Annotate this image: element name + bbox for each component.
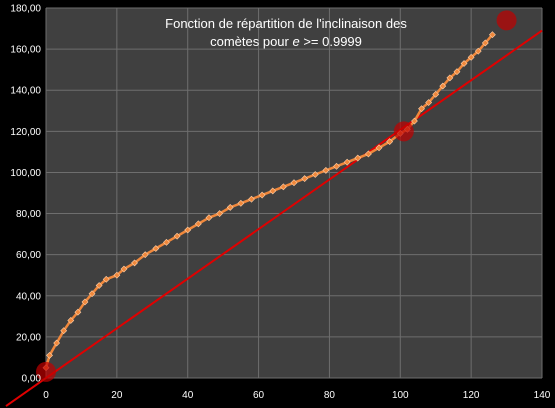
x-tick-label: 140 [534, 390, 551, 401]
y-tick-label: 180,00 [10, 4, 41, 15]
data-point [60, 327, 68, 335]
x-tick-label: 20 [111, 390, 123, 401]
data-point [301, 175, 309, 183]
chart-title-suffix: >= 0.9999 [300, 34, 362, 49]
data-point [333, 162, 340, 170]
data-point [258, 191, 266, 199]
data-point [226, 203, 234, 211]
data-point [67, 317, 75, 324]
data-point [81, 298, 89, 306]
data-point [279, 183, 287, 191]
data-point [439, 82, 447, 90]
x-tick-label: 60 [253, 390, 265, 401]
y-tick-label: 80,00 [16, 209, 41, 220]
data-point [102, 275, 110, 283]
data-point [46, 351, 53, 359]
x-tick-label: 120 [463, 390, 480, 401]
highlight-point [393, 121, 414, 142]
data-point [425, 99, 433, 106]
data-point [290, 179, 298, 187]
data-point [205, 214, 213, 222]
y-tick-label: 20,00 [16, 332, 41, 343]
data-point [418, 105, 425, 113]
data-point [184, 226, 192, 234]
data-point [311, 171, 319, 178]
data-point [322, 166, 330, 174]
data-point [386, 138, 394, 146]
gridlines [45, 7, 543, 379]
y-tick-label: 40,00 [16, 291, 41, 302]
chart-title-variable: e [292, 34, 299, 49]
data-point [411, 117, 418, 125]
data-point [53, 339, 61, 347]
chart-title-line1: Fonction de répartition de l'inclinaison… [165, 16, 407, 31]
highlight-point [496, 10, 517, 31]
reference-line-layer [5, 29, 543, 407]
data-point [194, 220, 202, 228]
highlight-layer [36, 10, 517, 382]
highlight-point [36, 361, 56, 382]
data-point [74, 308, 82, 316]
data-point [481, 39, 489, 47]
data-point [131, 259, 138, 267]
data-point [141, 251, 149, 259]
data-point [113, 271, 121, 279]
data-point [460, 60, 468, 67]
data-point [152, 245, 160, 252]
chart-title-prefix: comètes pour [210, 34, 292, 49]
data-point [446, 74, 454, 82]
data-point [173, 232, 181, 240]
data-point [88, 290, 96, 298]
data-point [163, 238, 170, 246]
data-point [120, 265, 128, 273]
data-point [216, 210, 224, 217]
x-tick-label: 100 [392, 390, 409, 401]
axis-labels: 0,00 20,00 40,00 60,00 80,00 100,00 120,00 140,… [10, 4, 550, 402]
data-point [453, 68, 461, 76]
data-point [432, 90, 440, 98]
y-tick-label: 0,00 [22, 374, 42, 385]
y-tick-label: 140,00 [10, 86, 41, 97]
data-point [269, 187, 277, 195]
y-tick-label: 120,00 [10, 127, 41, 138]
data-point [354, 154, 362, 162]
y-tick-label: 160,00 [10, 45, 41, 56]
data-point [375, 144, 383, 152]
x-tick-label: 40 [182, 390, 194, 401]
y-tick-label: 60,00 [16, 250, 41, 261]
y-tick-label: 100,00 [10, 168, 41, 179]
reference-line [5, 29, 543, 407]
data-point [343, 158, 351, 166]
x-tick-label: 80 [324, 390, 336, 401]
data-point [237, 199, 245, 207]
data-point [364, 150, 372, 158]
plot-area [46, 8, 542, 378]
data-point [95, 282, 103, 289]
data-point [467, 53, 475, 61]
data-point [474, 47, 482, 55]
x-tick-label: 0 [43, 390, 49, 401]
data-point [248, 195, 255, 203]
chart-title-line2: comètes pour e >= 0.9999 [210, 34, 362, 49]
data-point [488, 31, 496, 39]
